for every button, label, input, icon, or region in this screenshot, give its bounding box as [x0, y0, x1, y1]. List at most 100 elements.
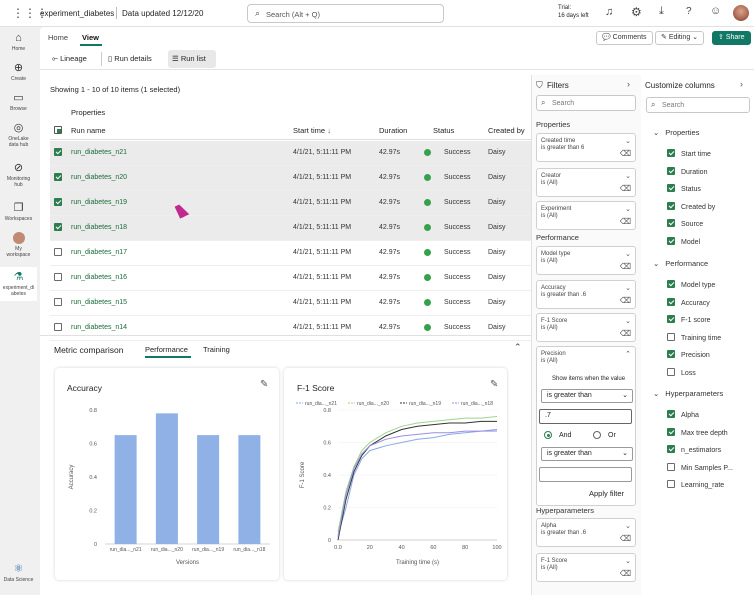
- table-row[interactable]: run_diabetes_n17 4/1/21, 5:11:11 PM 42.97s…: [50, 241, 531, 266]
- metric-tab-performance[interactable]: Performance: [145, 345, 188, 354]
- run-name-link[interactable]: run_diabetes_n21: [71, 149, 128, 156]
- apply-filter-button[interactable]: Apply filter: [589, 489, 625, 498]
- row-checkbox[interactable]: [54, 223, 62, 231]
- filter-card[interactable]: Model type is (All) ⌄ ⌫: [536, 246, 636, 275]
- and-radio[interactable]: [544, 431, 552, 439]
- column-checkbox[interactable]: [667, 201, 675, 210]
- filters-search[interactable]: ⌕ Search: [536, 95, 636, 111]
- filters-search-input[interactable]: Search: [552, 100, 575, 107]
- chevron-down-icon[interactable]: ⌄: [625, 206, 631, 213]
- customize-search-input[interactable]: Search: [662, 102, 685, 109]
- filter-card[interactable]: Created time is greater than 6 ⌄ ⌫: [536, 133, 636, 162]
- settings-icon[interactable]: ⚙: [631, 5, 642, 19]
- row-checkbox[interactable]: [54, 148, 62, 156]
- filter-card[interactable]: F-1 Score is (All) ⌄ ⌫: [536, 313, 636, 342]
- filter-card[interactable]: Alpha is greater than .6 ⌄ ⌫: [536, 518, 636, 547]
- column-checkbox[interactable]: [667, 332, 675, 341]
- eraser-icon[interactable]: ⌫: [619, 329, 631, 338]
- eraser-icon[interactable]: ⌫: [619, 262, 631, 271]
- rail-experiment[interactable]: ⚗ experiment_diabetes: [0, 267, 37, 301]
- eraser-icon[interactable]: ⌫: [619, 296, 631, 305]
- column-toggle[interactable]: Min Samples P...: [667, 462, 733, 472]
- chevron-down-icon[interactable]: ⌄: [625, 523, 631, 530]
- download-icon[interactable]: ⤓: [659, 5, 664, 17]
- share-button[interactable]: ⇪ Share: [712, 31, 751, 45]
- row-checkbox[interactable]: [54, 248, 62, 256]
- search-box[interactable]: ⌕ Search (Alt + Q): [247, 4, 444, 23]
- filters-collapse-icon[interactable]: ›: [627, 79, 630, 89]
- rail-onelake[interactable]: ◎ OneLake data hub: [8, 122, 29, 148]
- column-checkbox[interactable]: [667, 166, 675, 175]
- column-toggle[interactable]: Source: [667, 219, 703, 228]
- column-toggle[interactable]: Max tree depth: [667, 427, 728, 437]
- run-name-link[interactable]: run_diabetes_n18: [71, 224, 128, 231]
- column-checkbox[interactable]: [667, 462, 675, 471]
- workspace-name[interactable]: experiment_diabetes: [40, 9, 115, 18]
- filter-card[interactable]: F-1 Score is (All) ⌄ ⌫: [536, 553, 636, 582]
- chevron-down-icon[interactable]: ⌄: [625, 138, 631, 145]
- column-toggle[interactable]: Duration: [667, 166, 707, 176]
- table-row[interactable]: run_diabetes_n16 4/1/21, 5:11:11 PM 42.97s…: [50, 266, 531, 291]
- column-checkbox[interactable]: [667, 427, 675, 436]
- filter-card[interactable]: Creator is (All) ⌄ ⌫: [536, 168, 636, 197]
- rail-browse[interactable]: ▭ Browse: [10, 92, 27, 112]
- col-created-by[interactable]: Created by: [488, 126, 525, 135]
- eraser-icon[interactable]: ⌫: [619, 184, 631, 193]
- col-run-name[interactable]: Run name: [71, 126, 106, 135]
- accuracy-edit-icon[interactable]: ✎: [260, 379, 269, 390]
- run-name-link[interactable]: run_diabetes_n20: [71, 174, 128, 181]
- column-toggle[interactable]: Model: [667, 237, 700, 246]
- rail-my-workspace[interactable]: My workspace: [0, 232, 37, 258]
- rail-workspaces[interactable]: ❐ Workspaces: [4, 202, 33, 222]
- table-row[interactable]: run_diabetes_n19 4/1/21, 5:11:11 PM 42.97s…: [50, 191, 531, 216]
- rail-home[interactable]: ⌂ Home: [11, 32, 26, 52]
- table-row[interactable]: run_diabetes_n14 4/1/21, 5:11:11 PM 42.97s…: [50, 316, 531, 341]
- run-list-button[interactable]: ☰ Run list: [168, 50, 216, 68]
- column-toggle[interactable]: Status: [667, 184, 701, 193]
- column-checkbox[interactable]: [667, 410, 675, 418]
- customize-collapse-icon[interactable]: ›: [740, 79, 743, 89]
- rail-create[interactable]: ⊕ Create: [10, 62, 26, 82]
- column-checkbox[interactable]: [667, 184, 675, 193]
- comments-button[interactable]: 💬 Comments: [596, 31, 653, 45]
- filter-card[interactable]: Accuracy is greater than .6 ⌄ ⌫: [536, 280, 636, 309]
- tab-home[interactable]: Home: [48, 33, 69, 42]
- column-toggle[interactable]: Training time: [667, 332, 721, 342]
- run-name-link[interactable]: run_diabetes_n15: [71, 299, 128, 306]
- filter-card[interactable]: Experiment is (All) ⌄ ⌫: [536, 201, 636, 230]
- notifications-icon[interactable]: ♫: [605, 6, 614, 18]
- table-row[interactable]: run_diabetes_n18 4/1/21, 5:11:11 PM 42.97s…: [50, 216, 531, 241]
- column-checkbox[interactable]: [667, 237, 675, 245]
- column-toggle[interactable]: Model type: [667, 280, 715, 289]
- column-checkbox[interactable]: [667, 280, 675, 288]
- customize-group-header[interactable]: ⌄ Properties: [653, 128, 700, 137]
- editing-button[interactable]: ✎ Editing ⌄: [655, 31, 705, 45]
- eraser-icon[interactable]: ⌫: [619, 534, 631, 543]
- collapse-chevron-icon[interactable]: ⌃: [514, 342, 522, 352]
- chevron-down-icon[interactable]: ⌄: [625, 285, 631, 292]
- chevron-down-icon[interactable]: ⌄: [625, 558, 631, 565]
- column-toggle[interactable]: Loss: [667, 368, 696, 377]
- row-checkbox[interactable]: [54, 273, 62, 281]
- app-launcher-icon[interactable]: ⋮⋮⋮: [12, 6, 48, 20]
- table-row[interactable]: run_diabetes_n20 4/1/21, 5:11:11 PM 42.97s…: [50, 166, 531, 191]
- row-checkbox[interactable]: [54, 323, 62, 331]
- lineage-button[interactable]: ⟜ Lineage: [52, 54, 87, 63]
- rail-monitoring[interactable]: ⊘ Monitoring hub: [6, 162, 31, 188]
- column-checkbox[interactable]: [667, 350, 675, 359]
- tab-view[interactable]: View: [82, 33, 99, 42]
- run-name-link[interactable]: run_diabetes_n16: [71, 274, 128, 281]
- chevron-up-icon[interactable]: ⌃: [625, 351, 631, 358]
- precision-operator-2[interactable]: is greater than ⌄: [541, 447, 633, 461]
- column-toggle[interactable]: Accuracy: [667, 297, 710, 307]
- help-icon[interactable]: ?: [686, 6, 692, 17]
- filter-precision[interactable]: Precision is (All) ⌃: [536, 346, 636, 506]
- rail-data-science[interactable]: ⚛ Data Science: [3, 563, 34, 583]
- run-details-button[interactable]: ▯ Run details: [108, 54, 152, 63]
- column-toggle[interactable]: F-1 score: [667, 315, 711, 324]
- table-row[interactable]: run_diabetes_n21 4/1/21, 5:11:11 PM 42.97s…: [50, 141, 531, 166]
- feedback-icon[interactable]: ☺: [710, 5, 722, 17]
- column-toggle[interactable]: Start time: [667, 149, 711, 158]
- column-checkbox[interactable]: [667, 315, 675, 324]
- chevron-down-icon[interactable]: ⌄: [625, 318, 631, 325]
